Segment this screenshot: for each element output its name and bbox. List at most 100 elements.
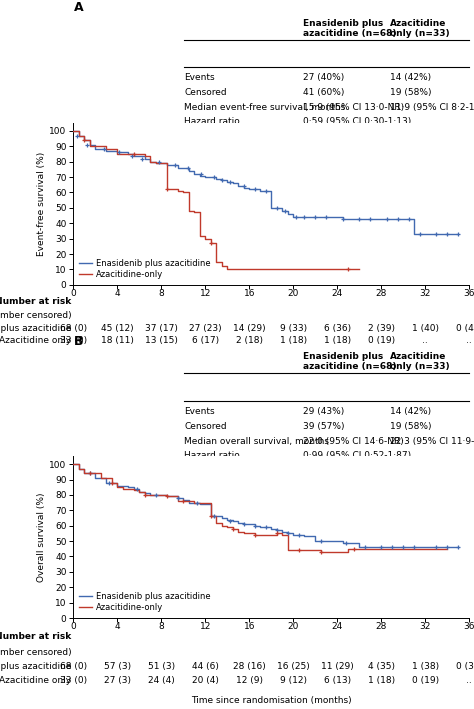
Text: 13 (15): 13 (15)	[145, 336, 178, 345]
Text: 39 (57%): 39 (57%)	[303, 422, 345, 430]
Text: 6 (36): 6 (36)	[324, 324, 351, 333]
Text: 29 (43%): 29 (43%)	[303, 406, 344, 415]
Legend: Enasidenib plus azacitidine, Azacitidine-only: Enasidenib plus azacitidine, Azacitidine…	[78, 591, 212, 614]
Text: Hazard ratio: Hazard ratio	[184, 451, 240, 459]
Text: 11·9 (95% CI 8·2-15·5): 11·9 (95% CI 8·2-15·5)	[390, 104, 474, 113]
Text: 16: 16	[244, 623, 255, 632]
Text: Median event-free survival, months: Median event-free survival, months	[184, 104, 346, 113]
Text: 0 (19): 0 (19)	[412, 676, 439, 685]
Text: 0·97: 0·97	[303, 466, 323, 475]
Y-axis label: Overall survival (%): Overall survival (%)	[37, 493, 46, 582]
Text: Log-rank p value: Log-rank p value	[184, 133, 260, 142]
Text: 12: 12	[200, 623, 211, 632]
Text: 27 (40%): 27 (40%)	[303, 73, 344, 82]
Text: 20 (4): 20 (4)	[192, 676, 219, 685]
Text: Censored: Censored	[184, 89, 227, 97]
Text: 14 (42%): 14 (42%)	[390, 406, 431, 415]
Text: Log-rank p value: Log-rank p value	[184, 466, 260, 475]
Text: 37 (17): 37 (17)	[145, 324, 178, 333]
Text: (number censored): (number censored)	[0, 648, 72, 657]
Text: Azacitidine
only (n=33): Azacitidine only (n=33)	[390, 352, 450, 372]
Text: 32: 32	[419, 289, 431, 298]
Text: 41 (60%): 41 (60%)	[303, 89, 345, 97]
Text: ..: ..	[422, 336, 428, 345]
Text: Azacitidine
only (n=33): Azacitidine only (n=33)	[390, 18, 450, 38]
Text: 32: 32	[419, 623, 431, 632]
Text: ..: ..	[466, 676, 472, 685]
Text: 2 (18): 2 (18)	[236, 336, 263, 345]
Text: 57 (3): 57 (3)	[104, 662, 131, 671]
Text: 0 (39): 0 (39)	[456, 662, 474, 671]
Text: 14 (29): 14 (29)	[233, 324, 266, 333]
Text: Censored: Censored	[184, 422, 227, 430]
Text: B: B	[73, 335, 83, 347]
Text: 11 (29): 11 (29)	[321, 662, 354, 671]
Text: Events: Events	[184, 73, 215, 82]
Text: 68 (0): 68 (0)	[60, 662, 87, 671]
Text: 4 (35): 4 (35)	[368, 662, 395, 671]
Text: 51 (3): 51 (3)	[148, 662, 175, 671]
Text: 20: 20	[288, 289, 299, 298]
Text: 36: 36	[464, 623, 474, 632]
Text: 0 (41): 0 (41)	[456, 324, 474, 333]
Text: 44 (6): 44 (6)	[192, 662, 219, 671]
Text: 0·59 (95% CI 0·30-1·13): 0·59 (95% CI 0·30-1·13)	[303, 118, 411, 126]
Text: 6 (17): 6 (17)	[192, 336, 219, 345]
Text: 33 (0): 33 (0)	[60, 336, 87, 345]
Text: 2 (39): 2 (39)	[368, 324, 395, 333]
Text: 18 (11): 18 (11)	[101, 336, 134, 345]
Text: 19 (58%): 19 (58%)	[390, 422, 432, 430]
Text: 1 (38): 1 (38)	[412, 662, 439, 671]
Text: 9 (33): 9 (33)	[280, 324, 307, 333]
Text: 9 (12): 9 (12)	[280, 676, 307, 685]
Text: 28 (16): 28 (16)	[233, 662, 266, 671]
Y-axis label: Event-free survival (%): Event-free survival (%)	[37, 152, 46, 256]
Text: Enasidenib plus
azacitidine (n=68): Enasidenib plus azacitidine (n=68)	[303, 352, 397, 372]
Text: 15·9 (95% CI 13·0-NR): 15·9 (95% CI 13·0-NR)	[303, 104, 404, 113]
Text: Number at risk: Number at risk	[0, 297, 72, 306]
Text: 1 (40): 1 (40)	[412, 324, 439, 333]
Text: Enasidenib plus azacitidine: Enasidenib plus azacitidine	[0, 662, 72, 671]
Text: 14 (42%): 14 (42%)	[390, 73, 431, 82]
Text: 28: 28	[375, 623, 387, 632]
Text: Enasidenib plus azacitidine: Enasidenib plus azacitidine	[0, 324, 72, 333]
Text: 12 (9): 12 (9)	[236, 676, 263, 685]
Text: 33 (0): 33 (0)	[60, 676, 87, 685]
Text: 6 (13): 6 (13)	[324, 676, 351, 685]
Text: 24: 24	[332, 623, 343, 632]
Text: Azacitidine only: Azacitidine only	[0, 336, 72, 345]
Text: 28: 28	[375, 289, 387, 298]
Text: 22·3 (95% CI 11·9-NR): 22·3 (95% CI 11·9-NR)	[390, 437, 474, 446]
Text: 22·0 (95% CI 14·6-NR): 22·0 (95% CI 14·6-NR)	[303, 437, 404, 446]
Text: Hazard ratio: Hazard ratio	[184, 118, 240, 126]
Text: 27 (3): 27 (3)	[104, 676, 131, 685]
Text: 0 (19): 0 (19)	[368, 336, 395, 345]
Text: Events: Events	[184, 406, 215, 415]
Text: 24 (4): 24 (4)	[148, 676, 175, 685]
Text: 24: 24	[332, 289, 343, 298]
Text: 68 (0): 68 (0)	[60, 324, 87, 333]
Text: 4: 4	[115, 289, 120, 298]
Text: 0: 0	[71, 623, 76, 632]
Text: 8: 8	[158, 289, 164, 298]
Text: 1 (18): 1 (18)	[280, 336, 307, 345]
Text: 0: 0	[71, 289, 76, 298]
Text: 1 (18): 1 (18)	[368, 676, 395, 685]
Text: 8: 8	[158, 623, 164, 632]
Text: Azacitidine only: Azacitidine only	[0, 676, 72, 685]
Text: 1 (18): 1 (18)	[324, 336, 351, 345]
Text: A: A	[73, 1, 83, 14]
Text: 4: 4	[115, 623, 120, 632]
Text: 20: 20	[288, 623, 299, 632]
Text: 16 (25): 16 (25)	[277, 662, 310, 671]
Text: Number at risk: Number at risk	[0, 632, 72, 641]
Text: Enasidenib plus
azacitidine (n=68): Enasidenib plus azacitidine (n=68)	[303, 18, 397, 38]
Text: 19 (58%): 19 (58%)	[390, 89, 432, 97]
Text: Time since randomisation (months): Time since randomisation (months)	[191, 696, 352, 705]
Legend: Enasidenib plus azacitidine, Azacitidine-only: Enasidenib plus azacitidine, Azacitidine…	[78, 257, 212, 281]
Text: ..: ..	[466, 336, 472, 345]
Text: 45 (12): 45 (12)	[101, 324, 134, 333]
Text: 16: 16	[244, 289, 255, 298]
Text: 0·11: 0·11	[303, 133, 323, 142]
Text: (number censored): (number censored)	[0, 311, 72, 320]
